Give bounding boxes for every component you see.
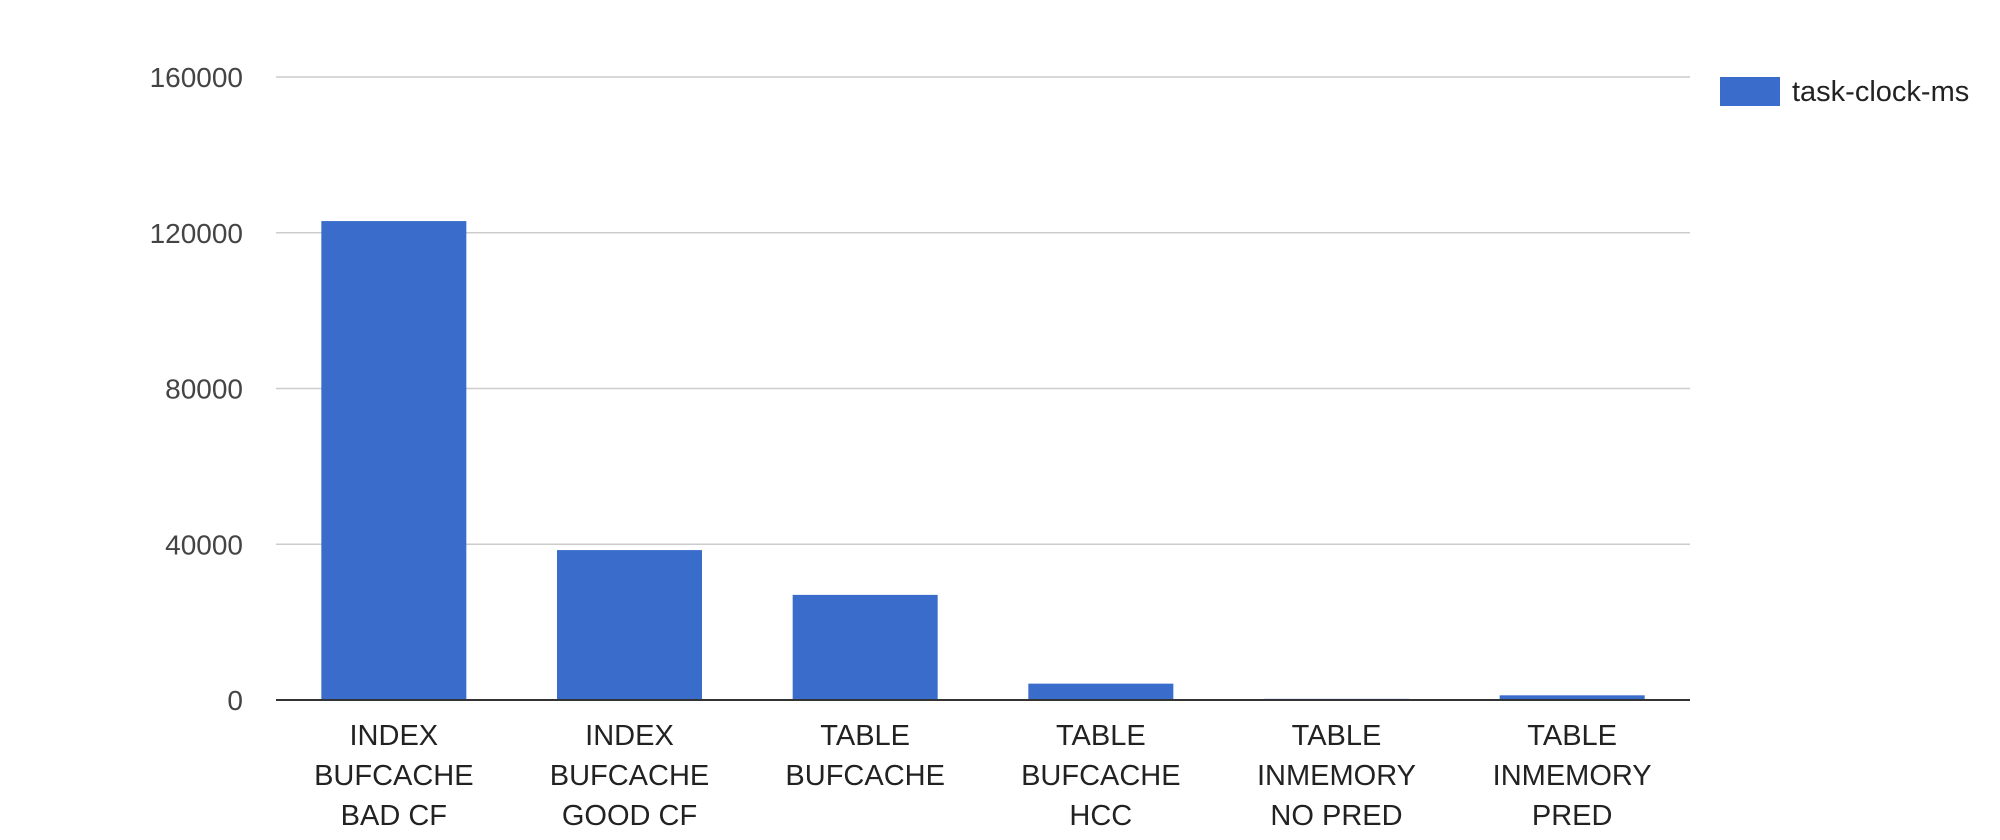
x-category-label-line: TABLE: [820, 720, 910, 752]
x-category-label-line: BUFCACHE: [550, 760, 710, 792]
x-category-label-line: GOOD CF: [562, 800, 697, 832]
x-category-label-line: INMEMORY: [1493, 760, 1652, 792]
bar: [792, 594, 938, 700]
bar: [321, 221, 467, 700]
y-tick-label: 80000: [165, 374, 243, 405]
x-category-label-line: PRED: [1532, 800, 1613, 832]
x-category-label-line: BUFCACHE: [785, 760, 945, 792]
x-category-label-line: BUFCACHE: [314, 760, 474, 792]
legend: task-clock-ms: [1720, 76, 1969, 108]
x-category-label-line: HCC: [1069, 800, 1132, 832]
bars: [321, 221, 1645, 700]
x-category-label-line: BUFCACHE: [1021, 760, 1181, 792]
x-category-label: INDEX BUFCACHE GOOD CF: [550, 720, 710, 832]
x-category-label-line: BAD CF: [341, 800, 447, 832]
x-category-label-line: TABLE: [1527, 720, 1617, 752]
x-category-label-line: TABLE: [1056, 720, 1146, 752]
x-category-label: TABLE INMEMORY NO PRED: [1257, 720, 1416, 832]
x-category-label: INDEX BUFCACHE BAD CF: [314, 720, 474, 832]
x-category-label-line: INDEX: [350, 720, 439, 752]
y-tick-label: 120000: [150, 218, 243, 249]
y-tick-label: 160000: [150, 62, 243, 93]
x-axis-category-labels: INDEX BUFCACHE BAD CF INDEX BUFCACHE GOOD CF T…: [314, 720, 1652, 832]
x-category-label-line: INMEMORY: [1257, 760, 1416, 792]
bar: [1499, 695, 1645, 700]
x-category-label: TABLE INMEMORY PRED: [1493, 720, 1652, 832]
x-category-label: TABLE BUFCACHE: [785, 720, 945, 792]
x-category-label-line: TABLE: [1292, 720, 1382, 752]
y-axis-tick-labels: 0 40000 80000 120000 160000: [150, 62, 243, 716]
gridlines: [276, 76, 1690, 545]
x-category-label: TABLE BUFCACHE HCC: [1021, 720, 1181, 832]
y-tick-label: 0: [227, 685, 243, 716]
x-category-label-line: INDEX: [585, 720, 674, 752]
bar: [1028, 683, 1174, 700]
y-tick-label: 40000: [165, 529, 243, 560]
x-category-label-line: NO PRED: [1270, 800, 1402, 832]
legend-label: task-clock-ms: [1792, 76, 1969, 108]
legend-swatch: [1720, 77, 1780, 106]
bar: [557, 550, 702, 700]
